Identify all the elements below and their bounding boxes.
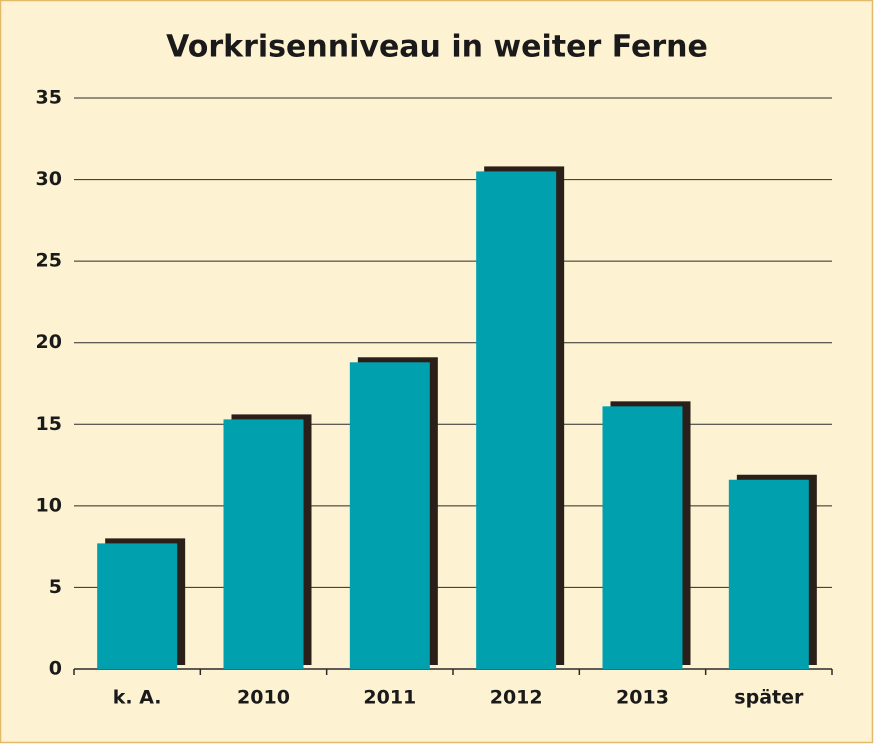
y-tick-label: 20: [36, 331, 62, 353]
y-tick-label: 10: [36, 494, 62, 516]
bar: [728, 479, 809, 669]
x-tick-label: später: [734, 687, 804, 709]
y-tick-label: 15: [36, 413, 62, 435]
x-tick-label: 2011: [363, 687, 416, 709]
y-tick-label: 35: [36, 87, 62, 109]
chart-title: Vorkrisenniveau in weiter Ferne: [166, 30, 708, 65]
y-tick-label: 0: [49, 658, 62, 680]
bar: [476, 171, 557, 669]
x-tick-label: 2013: [616, 687, 669, 709]
x-tick-label: k. A.: [113, 687, 162, 709]
x-tick-label: 2010: [237, 687, 290, 709]
y-tick-label: 30: [36, 168, 62, 190]
x-tick-label: 2012: [490, 687, 543, 709]
y-tick-label: 5: [49, 576, 62, 598]
bar: [97, 543, 178, 669]
bar: [223, 419, 304, 669]
bar: [602, 406, 683, 669]
y-tick-label: 25: [36, 250, 62, 272]
bar: [349, 362, 430, 669]
